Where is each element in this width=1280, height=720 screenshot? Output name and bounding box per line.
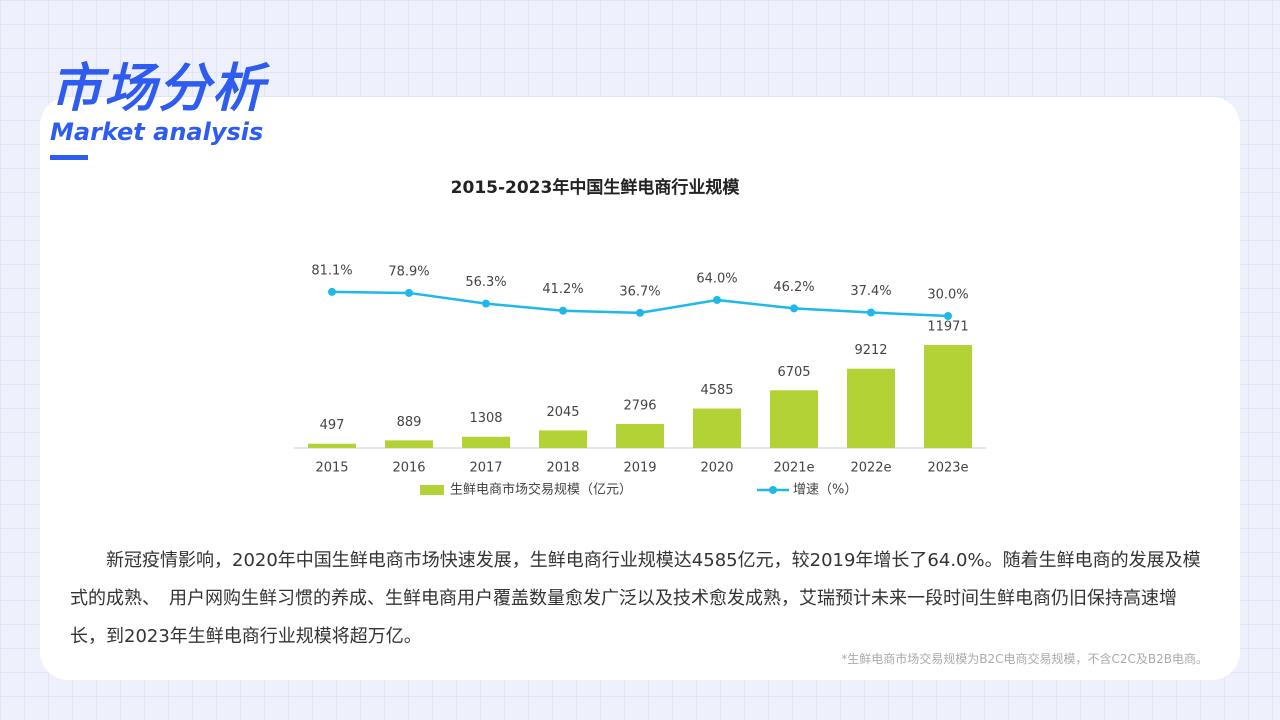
x-tick-label: 2021e (773, 461, 814, 476)
data-label: 37.4% (850, 284, 891, 299)
data-label: 81.1% (311, 263, 352, 278)
legend-label: 增速（%） (793, 483, 857, 498)
line-point (328, 287, 336, 296)
data-label: 889 (397, 415, 422, 430)
line-point (944, 312, 952, 320)
panel (40, 97, 1240, 680)
data-label: 497 (320, 418, 345, 433)
line-point (636, 308, 644, 317)
data-label: 30.0% (927, 288, 968, 303)
x-tick-label: 2018 (546, 461, 579, 476)
line-point (405, 288, 413, 297)
bar (462, 436, 510, 448)
bar (308, 443, 356, 448)
data-label: 36.7% (619, 284, 660, 299)
page-subtitle: Market analysis (50, 118, 264, 146)
data-label: 41.2% (542, 282, 583, 297)
data-label: 64.0% (696, 271, 737, 286)
x-tick-label: 2023e (927, 461, 968, 476)
legend-swatch (420, 485, 444, 495)
bar (539, 430, 587, 448)
line-point (713, 295, 721, 304)
x-tick-label: 2020 (700, 461, 733, 476)
paragraph: 新冠疫情影响，2020年中国生鲜电商市场快速发展，生鲜电商行业规模达4585亿元… (70, 550, 1201, 647)
x-tick-label: 2017 (469, 461, 502, 476)
page-title: 市场分析 (50, 59, 267, 119)
data-label: 1308 (469, 411, 502, 426)
bar (616, 423, 664, 448)
legend-swatch (769, 486, 777, 494)
data-label: 46.2% (773, 280, 814, 295)
bar (770, 390, 818, 448)
x-tick-label: 2022e (850, 461, 891, 476)
data-label: 2045 (546, 405, 579, 420)
footnote: *生鲜电商市场交易规模为B2C电商交易规模，不含C2C及B2B电商。 (841, 652, 1208, 666)
data-label: 4585 (700, 383, 733, 398)
line-point (559, 306, 567, 315)
data-label: 2796 (623, 398, 656, 413)
x-tick-label: 2019 (623, 461, 656, 476)
bar (847, 368, 895, 448)
data-label: 56.3% (465, 275, 506, 290)
chart-title: 2015-2023年中国生鲜电商行业规模 (451, 177, 741, 198)
data-label: 9212 (854, 343, 887, 358)
data-label: 11971 (927, 319, 968, 334)
line-point (867, 308, 875, 317)
underline (50, 155, 88, 160)
line-point (790, 304, 798, 313)
legend-label: 生鲜电商市场交易规模（亿元） (450, 482, 632, 498)
data-label: 78.9% (388, 264, 429, 279)
x-tick-label: 2015 (315, 461, 348, 476)
bar (385, 440, 433, 448)
bar (924, 344, 972, 448)
line-point (482, 299, 490, 308)
data-label: 6705 (777, 365, 810, 380)
bar (693, 408, 741, 448)
x-tick-label: 2016 (392, 461, 425, 476)
